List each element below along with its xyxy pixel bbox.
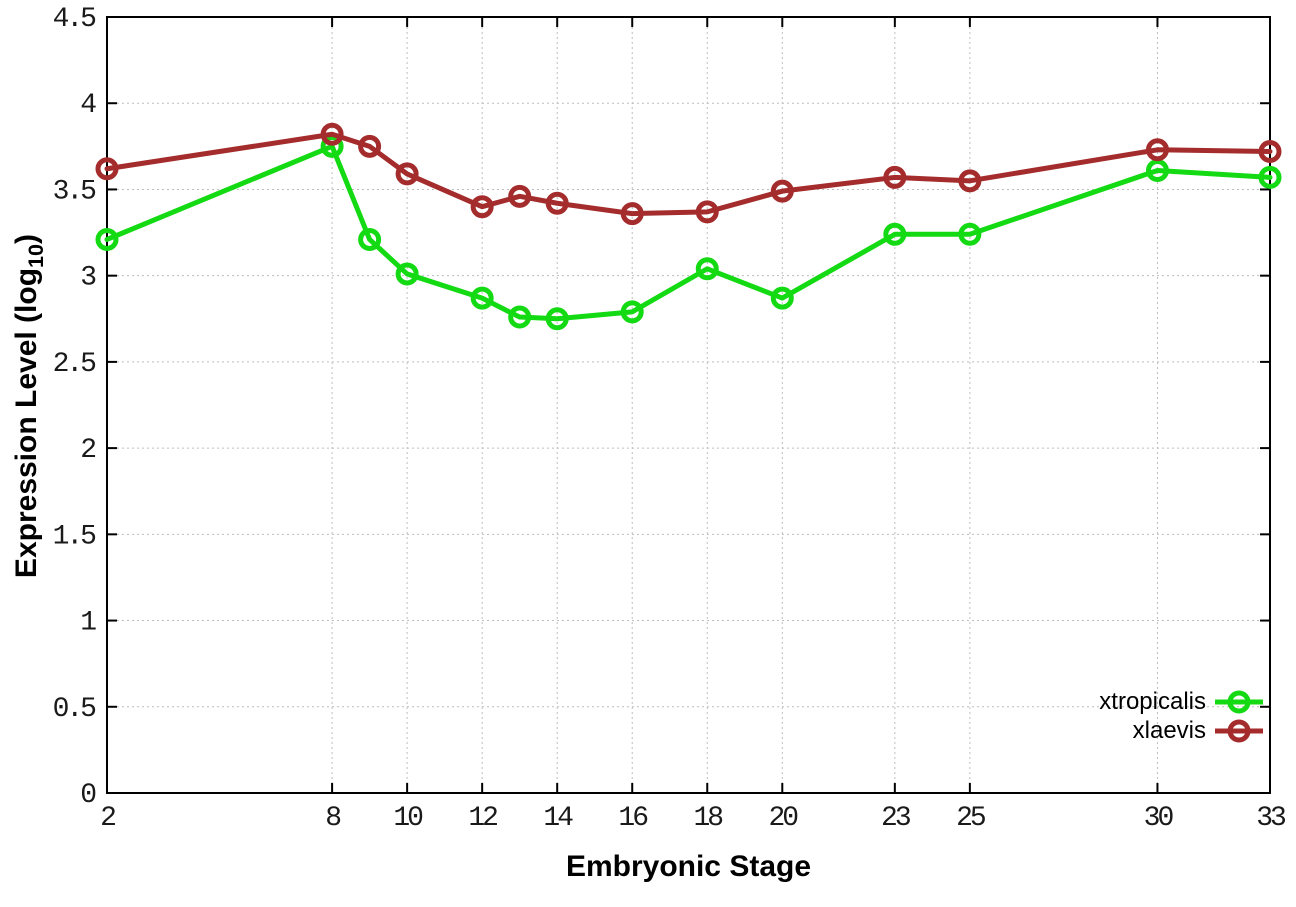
data-point-xlaevis: [508, 184, 532, 208]
y-tick-label: 3: [80, 263, 96, 294]
legend-entry-xtropicalis: xtropicalis: [1099, 687, 1264, 716]
x-axis-title: Embryonic Stage: [565, 850, 812, 883]
data-point-xlaevis: [395, 162, 419, 186]
data-point-xtropicalis: [1145, 158, 1169, 182]
x-tick-label: 14: [543, 803, 573, 834]
legend-entry-xlaevis: xlaevis: [1099, 716, 1264, 745]
data-point-xtropicalis: [1258, 165, 1282, 189]
y-tick-label: 1: [80, 608, 96, 639]
data-point-xlaevis: [620, 202, 644, 226]
y-tick-label: 0.5: [53, 694, 97, 725]
y-tick-label: 4: [80, 90, 96, 121]
data-point-xlaevis: [545, 191, 569, 215]
data-point-xtropicalis: [320, 134, 344, 158]
x-tick-label: 16: [618, 803, 647, 834]
data-point-xlaevis: [958, 169, 982, 193]
y-axis-title-text: Expression Level (log: [10, 267, 43, 579]
series-line-xtropicalis: [104, 143, 1273, 322]
x-tick-label: 23: [881, 803, 911, 834]
series-line-xlaevis: [104, 131, 1273, 217]
plot-border: [106, 16, 1271, 794]
data-point-xtropicalis: [95, 227, 119, 251]
legend-label-xlaevis: xlaevis: [1132, 716, 1206, 744]
y-tick-label: 1.5: [53, 521, 97, 552]
data-point-xtropicalis: [620, 300, 644, 324]
x-tick-label: 30: [1144, 803, 1174, 834]
y-tick-label: 3.5: [53, 176, 97, 207]
data-point-xtropicalis: [508, 305, 532, 329]
x-tick-label: 18: [693, 803, 722, 834]
data-point-xlaevis: [320, 122, 344, 146]
x-tick-label: 8: [325, 803, 340, 834]
x-tick-label: 12: [468, 803, 497, 834]
x-tick-label: 2: [100, 803, 115, 834]
data-point-xlaevis: [770, 179, 794, 203]
data-point-xlaevis: [358, 134, 382, 158]
data-point-xtropicalis: [395, 262, 419, 286]
legend-sample-point: [1227, 690, 1251, 713]
data-point-xlaevis: [470, 195, 494, 219]
data-point-xtropicalis: [358, 227, 382, 251]
legend-marker-xtropicalis: [1215, 690, 1263, 713]
data-point-xlaevis: [1145, 138, 1169, 162]
y-tick-label: 2.5: [53, 349, 97, 380]
x-tick-label: 10: [393, 803, 423, 834]
x-tick-label: 25: [956, 803, 986, 834]
data-point-xtropicalis: [545, 307, 569, 331]
x-tick-label: 20: [768, 803, 798, 834]
y-tick-label: 0: [80, 780, 96, 811]
y-tick-label: 2: [80, 435, 95, 466]
data-point-xtropicalis: [958, 222, 982, 246]
legend: xtropicalis xlaevis: [1099, 687, 1264, 745]
data-point-xtropicalis: [883, 222, 907, 246]
y-tick-label: 4.5: [53, 4, 97, 35]
legend-sample-point: [1227, 719, 1251, 742]
data-point-xlaevis: [883, 165, 907, 189]
data-point-xlaevis: [1258, 140, 1282, 164]
data-point-xtropicalis: [470, 286, 494, 310]
data-point-xtropicalis: [770, 286, 794, 310]
y-axis-title-subscript: 10: [23, 243, 48, 268]
data-point-xlaevis: [95, 157, 119, 181]
y-axis-title-suffix: ): [10, 233, 43, 244]
legend-marker-xlaevis: [1215, 719, 1263, 742]
data-point-xtropicalis: [695, 257, 719, 281]
x-tick-label: 33: [1256, 803, 1286, 834]
data-point-xlaevis: [695, 200, 719, 224]
legend-label-xtropicalis: xtropicalis: [1099, 687, 1206, 715]
y-axis-title: Expression Level (log10): [10, 196, 50, 616]
